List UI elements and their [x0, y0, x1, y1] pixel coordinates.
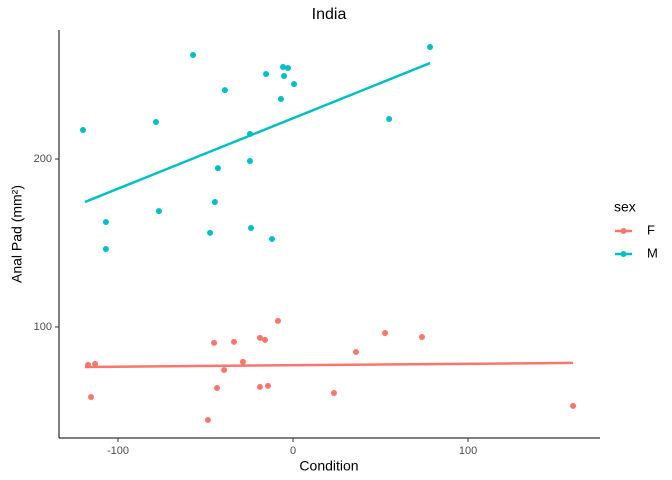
point	[280, 63, 287, 70]
legend-title: sex	[614, 199, 636, 215]
x-tick-label: -100	[107, 445, 129, 457]
point	[221, 366, 228, 373]
point	[382, 330, 389, 337]
point	[239, 358, 246, 365]
point	[102, 246, 109, 253]
legend-key-point	[620, 228, 627, 234]
point	[85, 361, 92, 368]
point	[262, 336, 269, 343]
x-tick-label: 0	[290, 445, 296, 457]
point	[211, 199, 218, 206]
point	[221, 87, 228, 94]
point	[214, 165, 221, 172]
point	[88, 394, 95, 401]
point	[330, 389, 337, 396]
point	[207, 229, 214, 236]
point	[269, 235, 276, 242]
fit-line	[84, 61, 431, 204]
point	[570, 402, 577, 409]
point	[152, 119, 159, 126]
point	[246, 158, 253, 165]
point	[264, 382, 271, 389]
point	[353, 348, 360, 355]
point	[204, 417, 211, 424]
point	[214, 384, 221, 391]
point	[190, 52, 197, 59]
point	[427, 43, 434, 50]
point	[256, 334, 263, 341]
point	[155, 208, 162, 215]
y-tick-label: 100	[34, 321, 52, 333]
point	[386, 116, 393, 123]
point	[277, 96, 284, 103]
point	[281, 73, 288, 80]
point	[211, 339, 218, 346]
point	[274, 317, 281, 324]
point	[263, 71, 270, 78]
point	[102, 218, 109, 225]
point	[248, 225, 255, 232]
point	[419, 334, 426, 341]
point	[231, 338, 238, 345]
y-axis-title: Anal Pad (mm²)	[9, 185, 25, 283]
x-axis-title: Condition	[299, 458, 358, 474]
y-tick-label: 200	[34, 153, 52, 165]
fit-line	[84, 361, 574, 369]
point	[256, 383, 263, 390]
legend-label: M	[647, 245, 658, 260]
point	[291, 81, 298, 88]
legend-key-point	[620, 251, 627, 257]
point	[92, 360, 99, 367]
x-tick-label: 100	[459, 445, 477, 457]
legend-label: F	[647, 222, 655, 237]
chart-title: India	[312, 6, 347, 23]
point	[284, 64, 291, 71]
point	[79, 126, 86, 133]
point	[246, 130, 253, 137]
